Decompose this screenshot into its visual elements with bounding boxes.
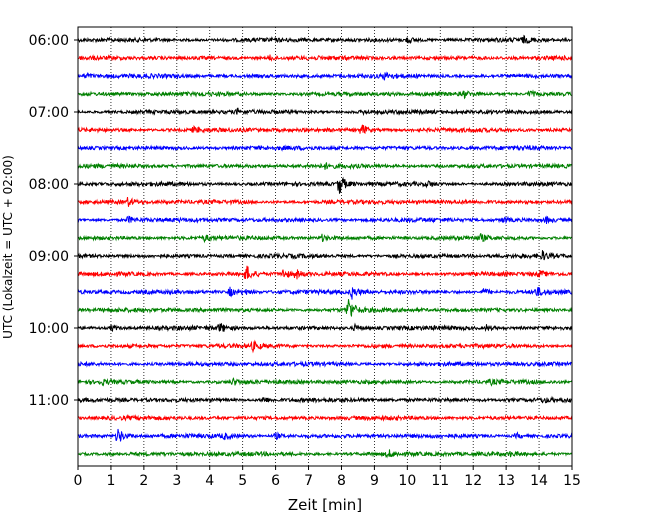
y-tick-label: 08:00 bbox=[29, 177, 69, 193]
trace-0615 bbox=[77, 54, 573, 62]
trace-1045 bbox=[77, 377, 573, 387]
x-tick-label: 5 bbox=[238, 473, 247, 489]
trace-0745 bbox=[77, 162, 573, 171]
trace-0915 bbox=[77, 265, 573, 280]
trace-0700 bbox=[77, 107, 573, 117]
trace-0815 bbox=[77, 196, 573, 207]
trace-0715 bbox=[77, 124, 573, 134]
trace-0630 bbox=[77, 71, 573, 81]
x-tick-label: 0 bbox=[74, 473, 83, 489]
y-tick-label: 07:00 bbox=[29, 105, 69, 121]
x-tick-label: 2 bbox=[139, 473, 148, 489]
trace-0945 bbox=[77, 299, 573, 317]
x-tick-label: 10 bbox=[398, 473, 416, 489]
trace-0800 bbox=[77, 176, 573, 194]
x-tick-label: 12 bbox=[464, 473, 482, 489]
trace-layer bbox=[77, 34, 573, 459]
trace-1015 bbox=[77, 339, 573, 354]
y-tick-label: 06:00 bbox=[29, 33, 69, 49]
x-tick-label: 8 bbox=[337, 473, 346, 489]
trace-0645 bbox=[77, 89, 573, 100]
y-axis-ticks: 06:00 07:00 08:00 09:00 10:00 11:00 bbox=[29, 33, 78, 409]
trace-1145 bbox=[77, 449, 573, 459]
x-tick-label: 4 bbox=[205, 473, 214, 489]
x-tick-label: 6 bbox=[271, 473, 280, 489]
y-tick-label: 09:00 bbox=[29, 249, 69, 265]
x-tick-label: 14 bbox=[530, 473, 548, 489]
x-tick-label: 3 bbox=[172, 473, 181, 489]
trace-1130 bbox=[77, 428, 573, 442]
x-tick-label: 9 bbox=[370, 473, 379, 489]
y-tick-label: 11:00 bbox=[29, 393, 69, 409]
plot-frame bbox=[77, 26, 573, 467]
x-tick-label: 15 bbox=[563, 473, 581, 489]
trace-0900 bbox=[77, 250, 573, 261]
trace-0845 bbox=[77, 233, 573, 244]
x-axis-ticks: 0 1 2 3 4 5 6 7 8 9 10 11 12 13 14 15 bbox=[74, 466, 581, 489]
x-tick-label: 11 bbox=[431, 473, 449, 489]
trace-1000 bbox=[77, 322, 573, 333]
grid-lines bbox=[110, 27, 540, 466]
x-tick-label: 13 bbox=[497, 473, 515, 489]
y-axis-label: UTC (Lokalzeit = UTC + 02:00) bbox=[1, 155, 15, 339]
trace-0600 bbox=[77, 34, 573, 45]
trace-0730 bbox=[77, 144, 573, 152]
x-tick-label: 1 bbox=[106, 473, 115, 489]
trace-0930 bbox=[77, 286, 573, 300]
trace-0830 bbox=[77, 215, 573, 225]
trace-1100 bbox=[77, 395, 573, 404]
y-tick-label: 10:00 bbox=[29, 321, 69, 337]
x-tick-label: 7 bbox=[304, 473, 313, 489]
trace-1115 bbox=[77, 413, 573, 422]
trace-1030 bbox=[77, 360, 573, 368]
x-axis-label: Zeit [min] bbox=[288, 496, 362, 514]
